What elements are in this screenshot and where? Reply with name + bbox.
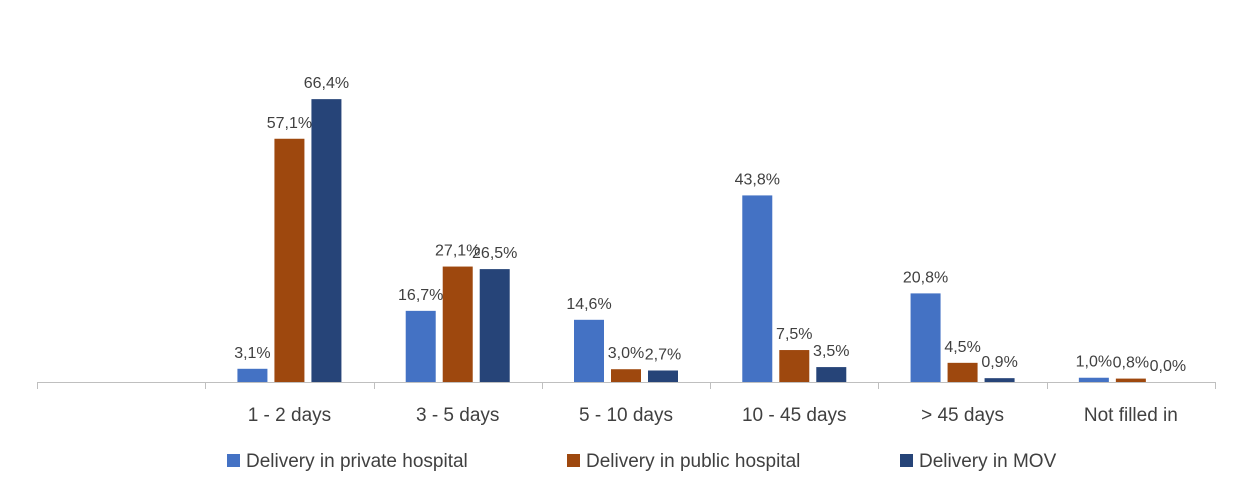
bar xyxy=(274,138,305,382)
legend-swatch xyxy=(227,454,240,467)
data-label: 3,5% xyxy=(813,343,849,360)
x-tick-label: 10 - 45 days xyxy=(742,405,847,426)
bar xyxy=(611,369,641,382)
legend: Delivery in private hospital Delivery in … xyxy=(227,451,1057,472)
x-tick-label: > 45 days xyxy=(921,405,1004,426)
x-tick-label: 5 - 10 days xyxy=(579,405,673,426)
data-label: 2,7% xyxy=(645,346,681,363)
data-label: 16,7% xyxy=(398,287,443,304)
x-axis-ticks xyxy=(37,382,1216,389)
data-labels-group: 3,1% 16,7% 14,6% 43,8% 20,8% 1,0% 57,1% 27,1% 3,… xyxy=(234,75,1186,375)
data-label: 7,5% xyxy=(776,326,812,343)
x-axis-tick-labels: 1 - 2 days 3 - 5 days 5 - 10 days 10 - 45 d… xyxy=(248,405,1178,426)
bar xyxy=(311,99,342,383)
bar xyxy=(479,269,510,382)
bar xyxy=(742,195,773,382)
legend-swatch xyxy=(567,454,580,467)
data-label: 26,5% xyxy=(472,245,517,262)
bar xyxy=(237,368,268,382)
data-label: 0,8% xyxy=(1113,355,1149,372)
legend-swatch xyxy=(900,454,913,467)
bar xyxy=(779,350,810,382)
data-label: 3,0% xyxy=(608,345,644,362)
data-label: 57,1% xyxy=(267,115,312,132)
data-label: 0,9% xyxy=(981,354,1017,371)
x-tick-label: 1 - 2 days xyxy=(248,405,331,426)
legend-label: Delivery in private hospital xyxy=(246,451,468,472)
bar xyxy=(984,378,1015,382)
x-tick-label: Not filled in xyxy=(1084,405,1178,426)
legend-label: Delivery in MOV xyxy=(919,451,1057,472)
bar xyxy=(910,293,941,382)
bar xyxy=(574,319,604,382)
data-label: 27,1% xyxy=(435,243,480,260)
bar xyxy=(947,362,978,382)
data-label: 0,0% xyxy=(1150,358,1186,375)
legend-label: Delivery in public hospital xyxy=(586,451,800,472)
data-label: 3,1% xyxy=(234,345,270,362)
bar xyxy=(1115,378,1146,382)
bar xyxy=(442,266,473,382)
data-label: 14,6% xyxy=(566,296,611,313)
data-label: 20,8% xyxy=(903,269,948,286)
data-label: 66,4% xyxy=(304,75,349,92)
bar xyxy=(816,367,847,382)
bar xyxy=(1078,377,1109,382)
data-label: 43,8% xyxy=(735,171,780,188)
data-label: 1,0% xyxy=(1076,354,1112,371)
bars-group xyxy=(237,99,1146,383)
bar xyxy=(648,370,678,382)
data-label: 4,5% xyxy=(944,339,980,356)
x-tick-label: 3 - 5 days xyxy=(416,405,499,426)
bar xyxy=(405,310,436,382)
